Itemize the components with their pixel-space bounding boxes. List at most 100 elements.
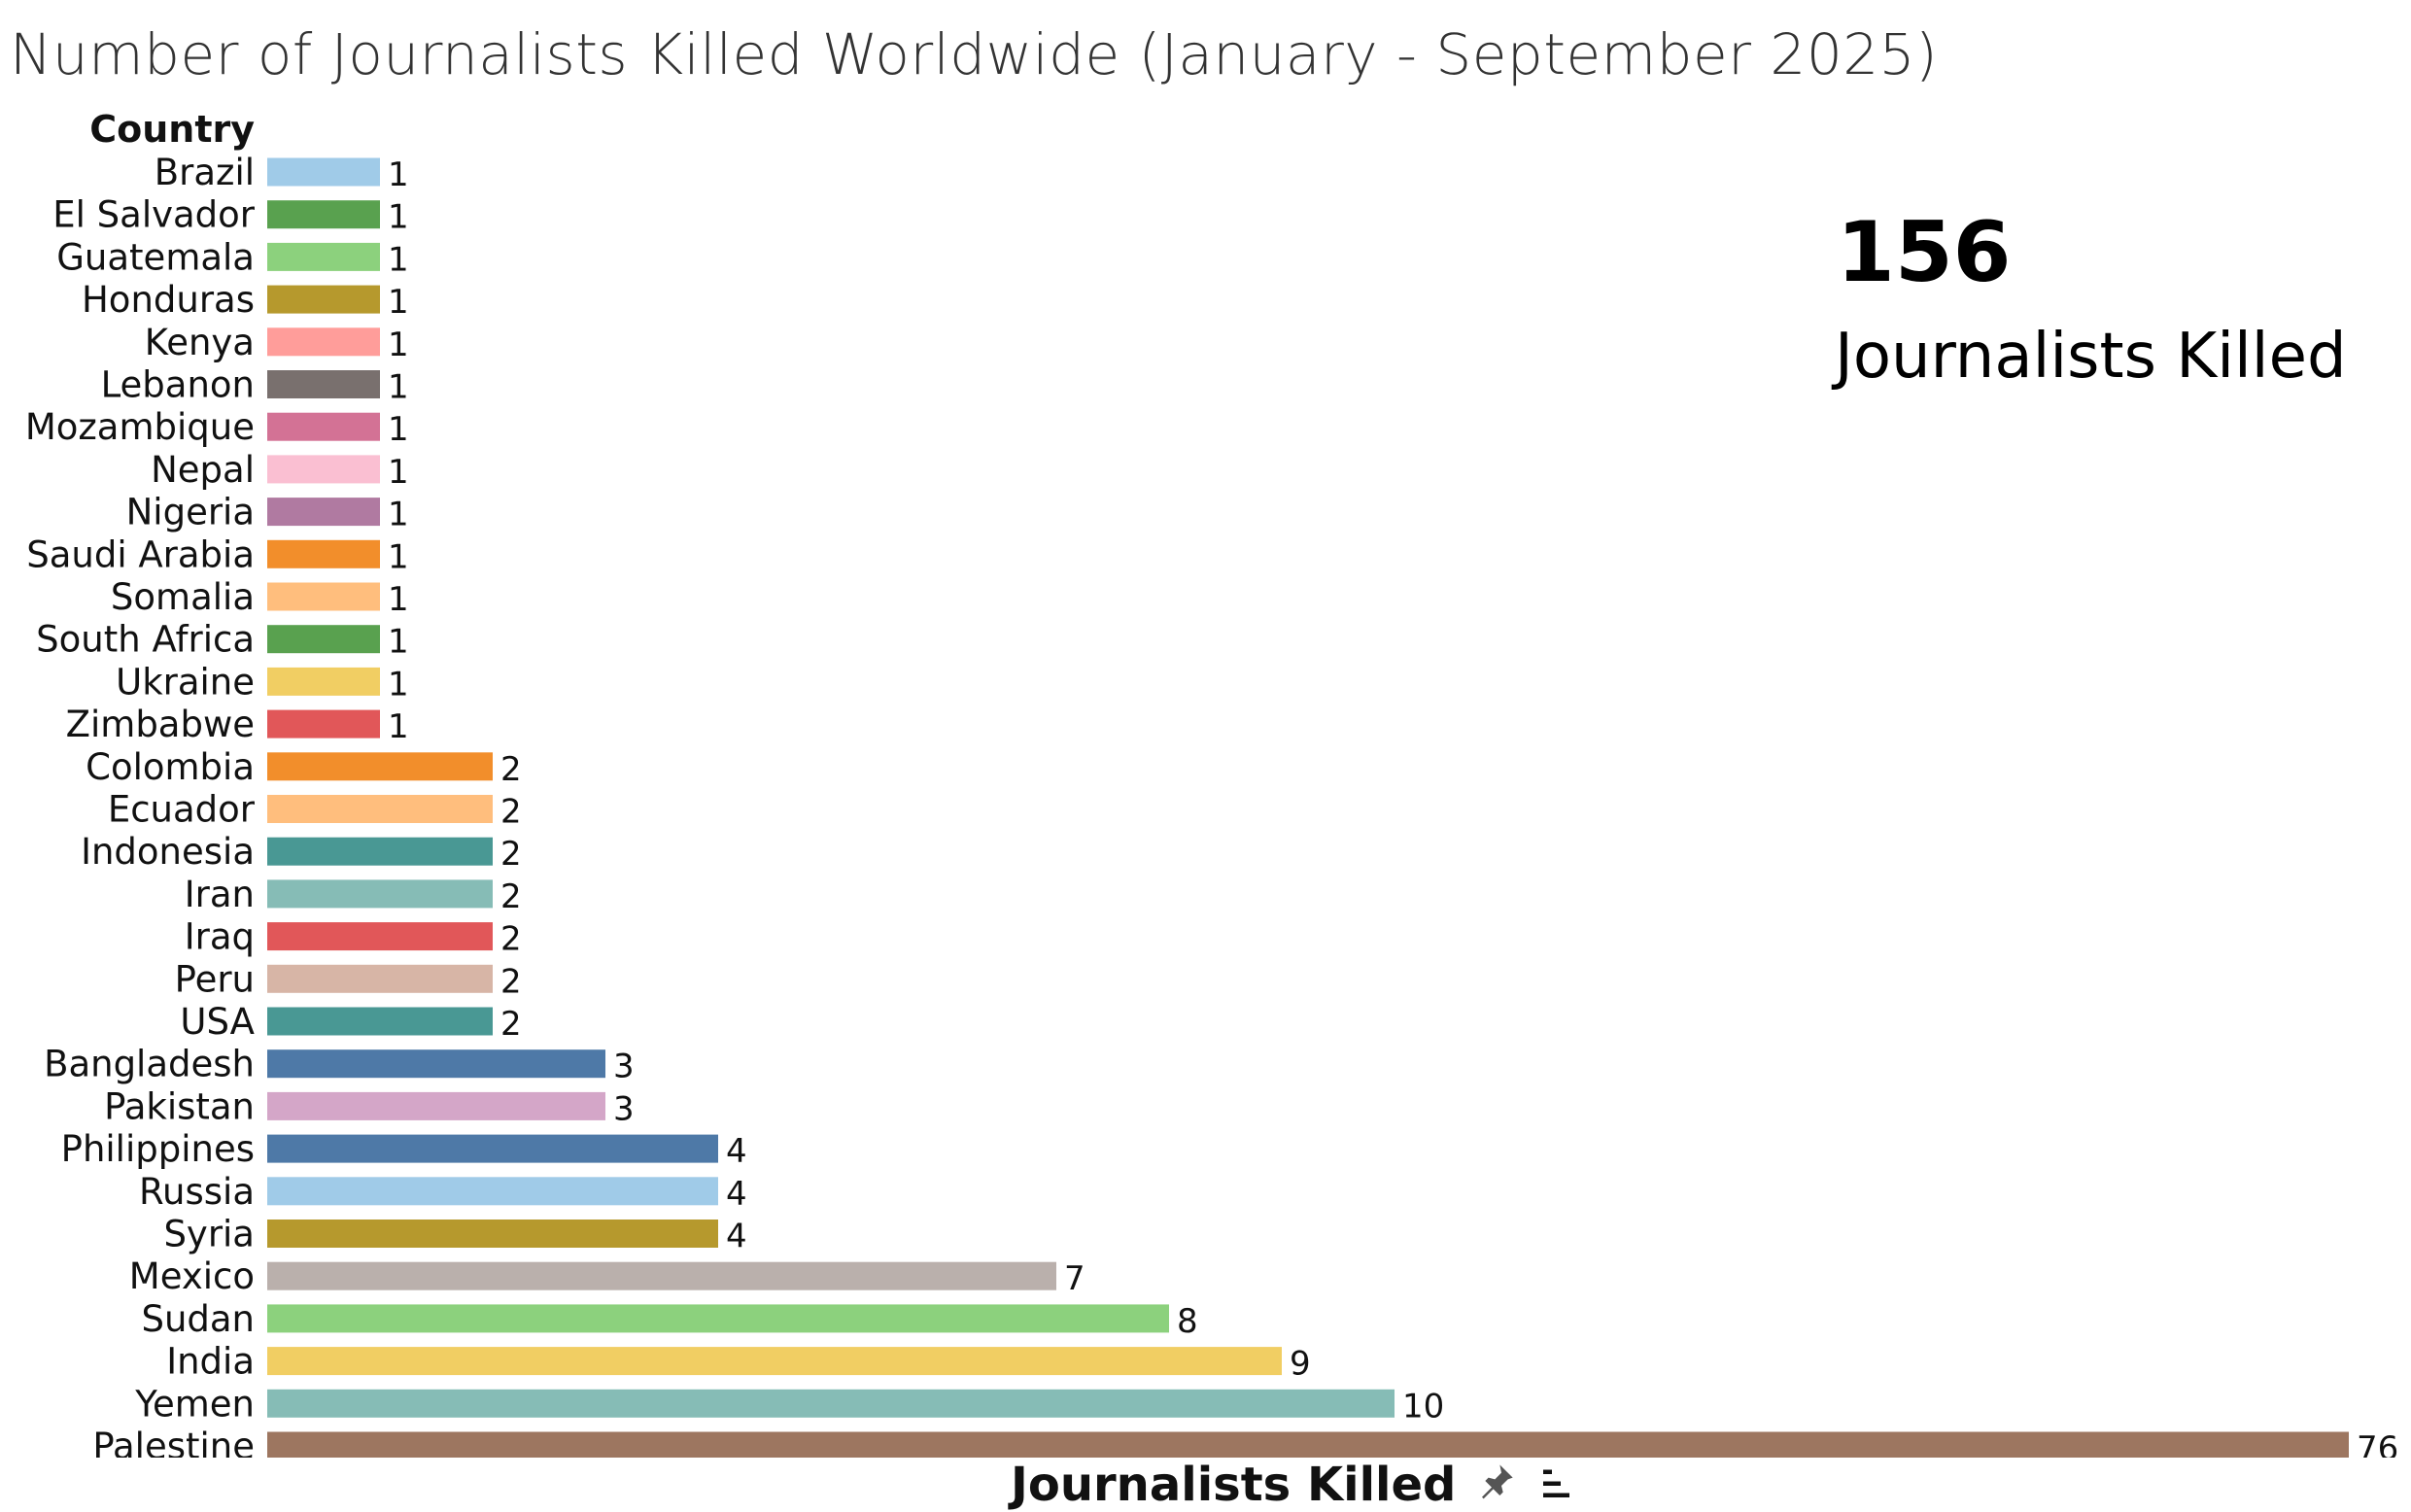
data-label: 4	[726, 1218, 747, 1256]
data-label: 8	[1177, 1302, 1198, 1341]
bar-indonesia[interactable]	[267, 837, 493, 866]
bar-mexico[interactable]	[267, 1261, 1056, 1290]
bar-bangladesh[interactable]	[267, 1049, 605, 1079]
data-label: 1	[388, 665, 409, 704]
data-label: 1	[388, 198, 409, 237]
category-label: Syria	[163, 1214, 255, 1255]
data-label: 2	[500, 793, 522, 832]
category-label: Nepal	[151, 449, 255, 491]
data-label: 7	[1064, 1259, 1085, 1298]
category-label: Somalia	[111, 576, 255, 618]
data-label: 2	[500, 962, 522, 1001]
bar-russia[interactable]	[267, 1177, 718, 1206]
category-label: Bangladesh	[44, 1044, 255, 1085]
bar-sudan[interactable]	[267, 1304, 1169, 1333]
bar-zimbabwe[interactable]	[267, 709, 380, 739]
category-label: Palestine	[92, 1426, 255, 1458]
data-label: 3	[613, 1048, 635, 1086]
sort-icon[interactable]	[1537, 1458, 1572, 1512]
category-label: Brazil	[155, 152, 255, 193]
category-label: Iraq	[185, 916, 255, 958]
bar-brazil[interactable]	[267, 157, 380, 187]
data-label: 1	[388, 707, 409, 746]
category-label: USA	[180, 1001, 255, 1043]
data-label: 1	[388, 410, 409, 449]
category-label: Peru	[175, 958, 255, 1000]
category-label: Iran	[185, 874, 255, 915]
bar-somalia[interactable]	[267, 582, 380, 611]
bar-peru[interactable]	[267, 964, 493, 993]
bar-guatemala[interactable]	[267, 242, 380, 271]
category-label: Ukraine	[116, 661, 255, 703]
data-label: 2	[500, 835, 522, 874]
data-label: 3	[613, 1089, 635, 1128]
data-label: 1	[388, 326, 409, 364]
data-label: 1	[388, 240, 409, 279]
x-axis-title-text: Journalists Killed	[1011, 1458, 1457, 1512]
bar-pakistan[interactable]	[267, 1091, 605, 1120]
bar-chart: Country Brazil 1 El Salvador 1 Guatemala 1 Hon…	[25, 108, 2398, 1459]
data-label: 1	[388, 155, 409, 194]
data-label: 2	[500, 1005, 522, 1044]
data-label: 2	[500, 750, 522, 789]
bar-syria[interactable]	[267, 1220, 718, 1248]
bar-palestine[interactable]	[267, 1431, 2349, 1459]
data-label: 1	[388, 283, 409, 322]
category-label: Indonesia	[81, 831, 255, 873]
category-label: Mozambique	[25, 406, 255, 448]
bar-honduras[interactable]	[267, 285, 380, 314]
bar-ecuador[interactable]	[267, 795, 493, 823]
category-label: South Africa	[36, 619, 255, 661]
bar-el-salvador[interactable]	[267, 200, 380, 229]
category-label: Philippines	[61, 1128, 255, 1170]
category-label: Zimbabwe	[66, 704, 255, 745]
category-label: Mexico	[129, 1255, 255, 1297]
data-label: 2	[500, 920, 522, 959]
data-label: 1	[388, 623, 409, 662]
bar-kenya[interactable]	[267, 327, 380, 357]
category-label: Saudi Arabia	[26, 533, 255, 575]
category-label: India	[166, 1341, 255, 1383]
y-axis-title: Country	[89, 108, 255, 151]
total-killed-value: 156	[1837, 204, 2012, 301]
category-label: Colombia	[86, 746, 255, 788]
category-label: El Salvador	[52, 194, 256, 236]
bar-colombia[interactable]	[267, 752, 493, 781]
data-label: 1	[388, 496, 409, 534]
data-label: 10	[1402, 1387, 1444, 1426]
bar-ukraine[interactable]	[267, 667, 380, 696]
bar-yemen[interactable]	[267, 1389, 1395, 1418]
data-label: 1	[388, 453, 409, 492]
bar-mozambique[interactable]	[267, 412, 380, 441]
bar-india[interactable]	[267, 1347, 1282, 1376]
data-label: 1	[388, 368, 409, 407]
bar-nepal[interactable]	[267, 455, 380, 484]
category-label: Russia	[139, 1171, 255, 1213]
data-label: 76	[2357, 1429, 2398, 1458]
total-killed-label: Journalists Killed	[1835, 321, 2347, 393]
bar-iraq[interactable]	[267, 922, 493, 951]
category-label: Honduras	[82, 279, 255, 321]
data-label: 1	[388, 537, 409, 576]
bar-saudi-arabia[interactable]	[267, 539, 380, 568]
data-label: 2	[500, 877, 522, 916]
category-label: Ecuador	[108, 789, 256, 831]
bar-lebanon[interactable]	[267, 370, 380, 398]
category-label: Yemen	[134, 1383, 255, 1425]
bar-philippines[interactable]	[267, 1134, 718, 1163]
data-label: 9	[1290, 1345, 1311, 1384]
data-label: 1	[388, 580, 409, 619]
category-label: Nigeria	[126, 492, 255, 533]
data-label: 4	[726, 1132, 747, 1171]
bar-iran[interactable]	[267, 879, 493, 909]
chart-title: Number of Journalists Killed Worldwide (…	[10, 21, 1939, 87]
bar-nigeria[interactable]	[267, 498, 380, 527]
pin-icon[interactable]	[1477, 1458, 1516, 1512]
bar-south-africa[interactable]	[267, 625, 380, 654]
category-label: Kenya	[145, 322, 255, 363]
category-label: Pakistan	[104, 1085, 255, 1127]
x-axis-title[interactable]: Journalists Killed	[1011, 1458, 1572, 1512]
category-label: Guatemala	[56, 236, 255, 278]
category-label: Lebanon	[101, 364, 255, 406]
bar-usa[interactable]	[267, 1007, 493, 1036]
